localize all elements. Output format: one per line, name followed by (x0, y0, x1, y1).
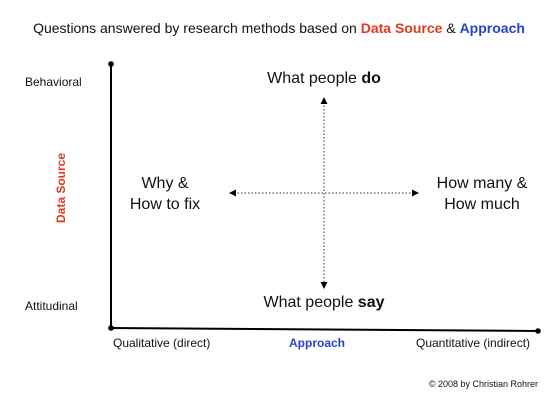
y-label-attitudinal: Attitudinal (25, 299, 78, 313)
quadrant-left-line2: How to fix (129, 196, 201, 213)
title-prefix: Questions answered by research methods b… (33, 20, 361, 36)
x-axis-title: Approach (289, 336, 346, 350)
title-data-source: Data Source (360, 20, 443, 36)
quadrant-top-prefix: What people (267, 70, 362, 87)
arrowhead-left (229, 189, 236, 197)
quadrant-top-label: What people do (267, 70, 381, 88)
quadrant-top-bold: do (361, 70, 381, 87)
quadrant-left-line1: Why & (141, 175, 189, 192)
title-amp: & (442, 20, 460, 36)
quadrant-bottom-bold: say (357, 294, 385, 311)
arrowhead-down (320, 282, 328, 289)
y-axis-end-dot (108, 61, 114, 67)
arrowhead-right (412, 189, 419, 197)
x-axis-line (110, 327, 539, 332)
x-label-quantitative: Quantitative (indirect) (416, 336, 531, 350)
y-label-behavioral: Behavioral (25, 75, 82, 89)
quadrant-bottom-prefix: What people (263, 294, 358, 311)
quadrant-right-line1: How many & (436, 175, 528, 192)
quadrant-left-label: Why & How to fix (110, 173, 220, 215)
x-axis-end-dot (535, 328, 541, 334)
quadrant-bottom-label: What people say (264, 294, 385, 312)
copyright-notice: © 2008 by Christian Rohrer (428, 379, 538, 389)
chart-title: Questions answered by research methods b… (0, 20, 558, 36)
arrowhead-up (320, 97, 328, 104)
y-axis-title: Data Source (54, 152, 68, 224)
origin-dot (108, 325, 114, 331)
title-approach: Approach (459, 20, 525, 36)
quadrant-right-line2: How much (444, 196, 520, 213)
x-label-qualitative: Qualitative (direct) (113, 336, 211, 350)
quadrant-right-label: How many & How much (422, 173, 542, 215)
